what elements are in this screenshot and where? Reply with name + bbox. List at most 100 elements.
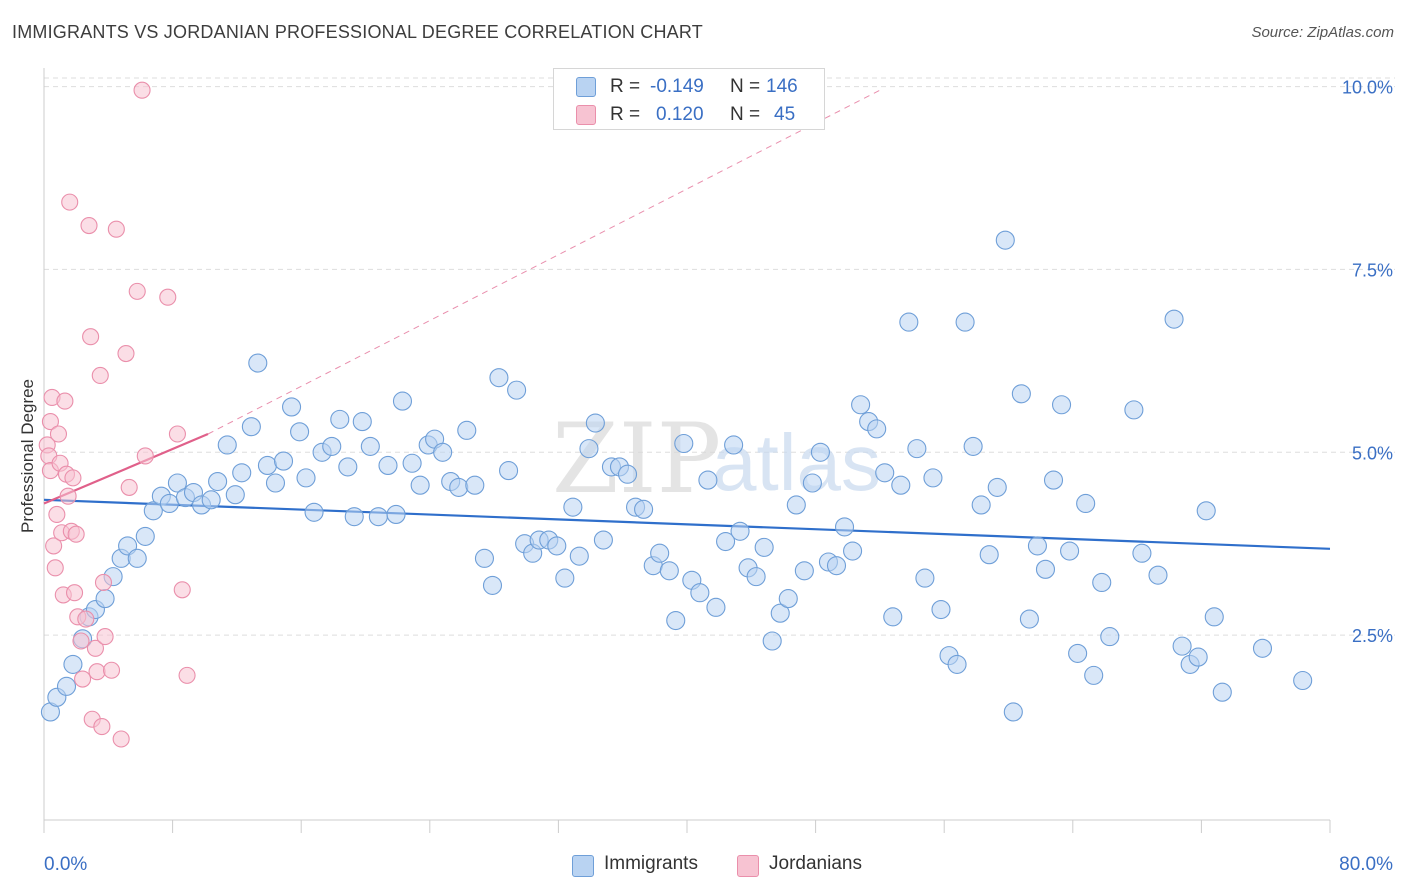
- immigrants-point: [666, 610, 686, 631]
- jordanians-point: [102, 661, 121, 679]
- jordanians-point: [107, 220, 125, 238]
- immigrants-point: [746, 567, 766, 587]
- immigrants-point: [322, 436, 342, 456]
- immigrants-point: [569, 546, 589, 566]
- immigrants-point: [159, 493, 179, 514]
- y-axis-label: Professional Degree: [18, 379, 37, 533]
- immigrants-point: [794, 561, 814, 581]
- immigrants-point: [593, 530, 613, 550]
- r-label: R =: [610, 76, 641, 97]
- immigrants-point: [1084, 665, 1104, 685]
- immigrants-point: [987, 477, 1007, 497]
- label-layer: 2.5% 5.0% 7.5% 10.0% 0.0% 80.0% Professional D…: [18, 78, 1393, 875]
- jordanians-point: [117, 344, 135, 363]
- immigrants-point: [1060, 541, 1080, 561]
- immigrants-point: [257, 455, 277, 476]
- immigrants-point: [907, 439, 927, 459]
- immigrants-point: [786, 495, 806, 515]
- jordanians-swatch: [737, 855, 759, 877]
- source-credit: Source: ZipAtlas.com: [1251, 24, 1394, 41]
- jordanians-point: [59, 487, 77, 505]
- immigrants-point: [617, 464, 638, 484]
- jordanians-point: [112, 730, 130, 748]
- immigrants-point: [915, 568, 935, 588]
- immigrants-point: [875, 463, 895, 483]
- y-tick-label: 7.5%: [1352, 260, 1393, 280]
- series-legend: Immigrants Jordanians: [0, 852, 1406, 880]
- n-label: N =: [730, 104, 761, 125]
- immigrants-point: [449, 477, 469, 497]
- r-value: -0.149: [650, 76, 704, 97]
- immigrants-point: [360, 436, 380, 456]
- immigrants-point: [1011, 384, 1031, 404]
- immigrants-point: [674, 433, 694, 454]
- immigrants-point: [770, 603, 790, 623]
- immigrants-point: [1092, 572, 1112, 593]
- jordanians-point: [46, 559, 64, 577]
- immigrants-point: [499, 461, 519, 481]
- immigrants-point: [995, 230, 1015, 250]
- immigrants-point: [555, 568, 575, 588]
- legend-label-immigrants: Immigrants: [604, 853, 698, 874]
- jordanians-point: [67, 525, 85, 543]
- immigrants-point: [883, 607, 903, 627]
- immigrants-point: [1148, 565, 1168, 585]
- immigrants-point: [923, 468, 943, 488]
- y-tick-label: 10.0%: [1342, 78, 1393, 98]
- immigrants-point: [698, 470, 718, 490]
- jordanians-point: [56, 392, 74, 410]
- jordanians-point: [65, 584, 84, 602]
- immigrants-point: [650, 543, 670, 563]
- watermark: ZIP atlas: [552, 403, 881, 515]
- jordanians-point: [82, 328, 100, 346]
- immigrants-point: [386, 504, 406, 525]
- immigrants-point: [273, 451, 294, 471]
- immigrants-point: [378, 455, 398, 476]
- jordanians-point: [72, 632, 90, 650]
- jordanians-point: [120, 478, 138, 496]
- r-value: 0.120: [656, 104, 704, 125]
- jordanians-point: [93, 718, 111, 736]
- jordanians-point: [64, 469, 82, 487]
- jordanians-point: [74, 670, 92, 688]
- immigrants-point: [1076, 493, 1096, 514]
- jordanians-trendline-extended: [207, 89, 881, 435]
- immigrants-point: [690, 583, 710, 603]
- immigrants-point: [1035, 559, 1056, 579]
- immigrants-point: [208, 471, 228, 492]
- immigrants-point: [241, 417, 261, 437]
- jordanians-point: [128, 282, 146, 300]
- immigrants-point: [947, 654, 967, 674]
- jordanians-point: [45, 537, 63, 555]
- r-label: R =: [610, 104, 641, 125]
- immigrants-point: [826, 556, 847, 576]
- immigrants-point: [368, 507, 388, 527]
- immigrants-point: [457, 420, 477, 440]
- immigrants-point: [474, 548, 495, 568]
- immigrants-point: [282, 397, 302, 417]
- n-label: N =: [730, 76, 761, 97]
- jordanians-point: [86, 639, 104, 657]
- immigrants-point: [304, 502, 324, 522]
- immigrants-point: [1204, 607, 1224, 627]
- immigrants-point: [344, 507, 364, 527]
- jordanians-point: [41, 413, 59, 431]
- immigrants-swatch: [572, 855, 594, 877]
- immigrants-point: [482, 575, 503, 595]
- x-tick-label-max: 80.0%: [1339, 854, 1393, 875]
- immigrants-point: [1043, 470, 1064, 490]
- immigrants-point: [143, 501, 163, 521]
- immigrants-point: [843, 541, 863, 561]
- immigrants-point: [547, 536, 567, 556]
- immigrants-point: [762, 631, 782, 651]
- immigrants-point: [330, 409, 350, 429]
- jordanians-point: [77, 610, 95, 628]
- jordanians-point: [48, 505, 66, 524]
- immigrants-point: [201, 490, 221, 510]
- immigrants-point: [1068, 643, 1088, 663]
- immigrants-point: [963, 436, 983, 456]
- points-layer: [38, 81, 1313, 748]
- immigrants-point: [1027, 536, 1047, 556]
- immigrants-point: [352, 412, 372, 432]
